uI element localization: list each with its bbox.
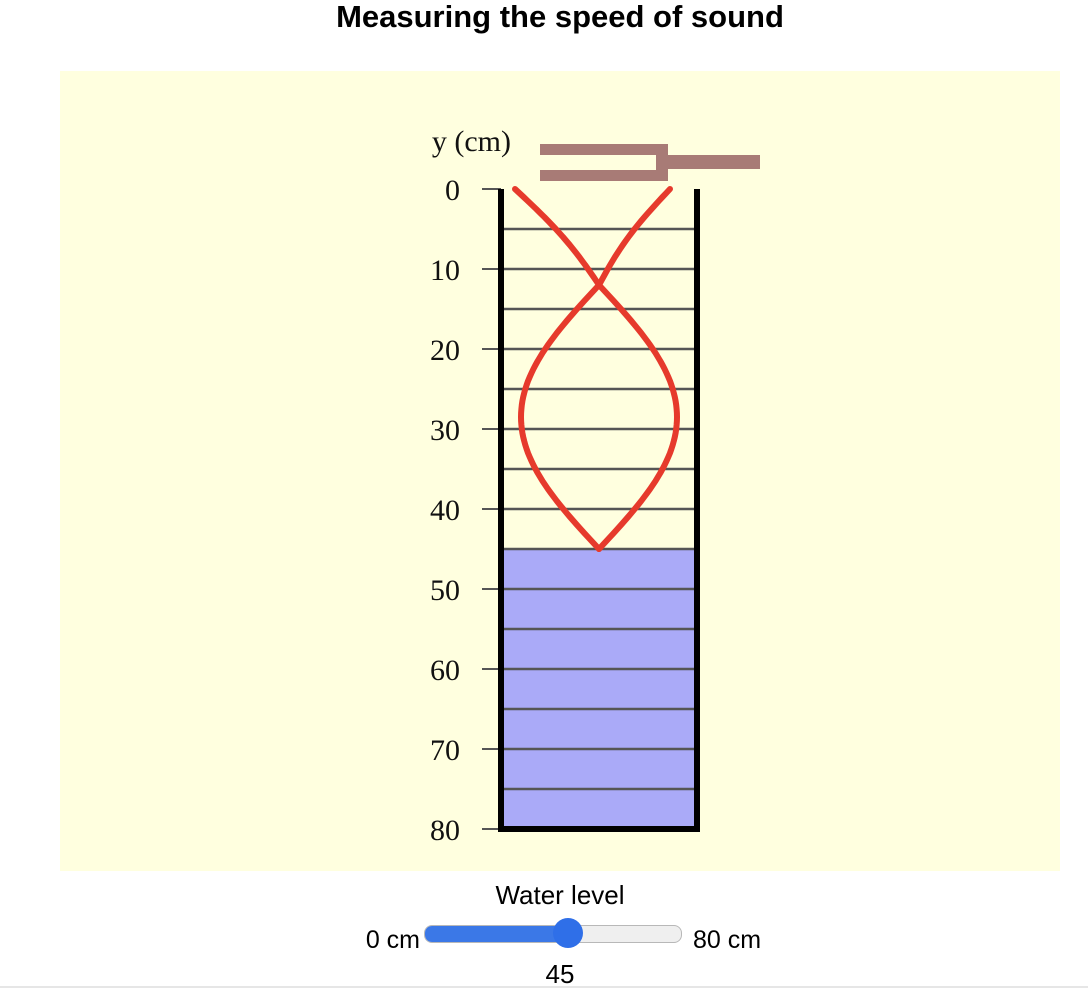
y-tick-label: 20 (430, 334, 460, 367)
water-level-value: 45 (545, 959, 575, 989)
y-tick-label: 0 (445, 174, 460, 207)
tuning-fork-icon (540, 144, 760, 181)
slider-track[interactable] (424, 925, 682, 943)
page-title: Measuring the speed of sound (336, 0, 784, 34)
water-level-slider[interactable] (424, 918, 682, 948)
water-level-label: Water level (495, 880, 625, 910)
slider-min-label: 0 cm (365, 926, 420, 954)
slider-fill (425, 926, 569, 942)
wave-envelope-right (596, 186, 680, 552)
slider-max-label: 80 cm (693, 926, 762, 954)
y-axis-title: y (cm) (432, 125, 511, 158)
tube-diagram-panel: y (cm) 0 10 20 30 40 50 60 70 80 (60, 71, 1060, 871)
water-column (501, 549, 697, 829)
y-tick-label: 10 (430, 254, 460, 287)
y-tick-label: 80 (430, 814, 460, 847)
y-tick-label: 60 (430, 654, 460, 687)
y-tick-label: 50 (430, 574, 460, 607)
slider-thumb[interactable] (553, 918, 583, 948)
y-tick-label: 40 (430, 494, 460, 527)
wave-envelope-left (512, 186, 602, 552)
bottom-divider (0, 986, 1088, 988)
tube-diagram: y (cm) 0 10 20 30 40 50 60 70 80 (60, 71, 1060, 871)
y-tick-label: 30 (430, 414, 460, 447)
y-tick-label: 70 (430, 734, 460, 767)
